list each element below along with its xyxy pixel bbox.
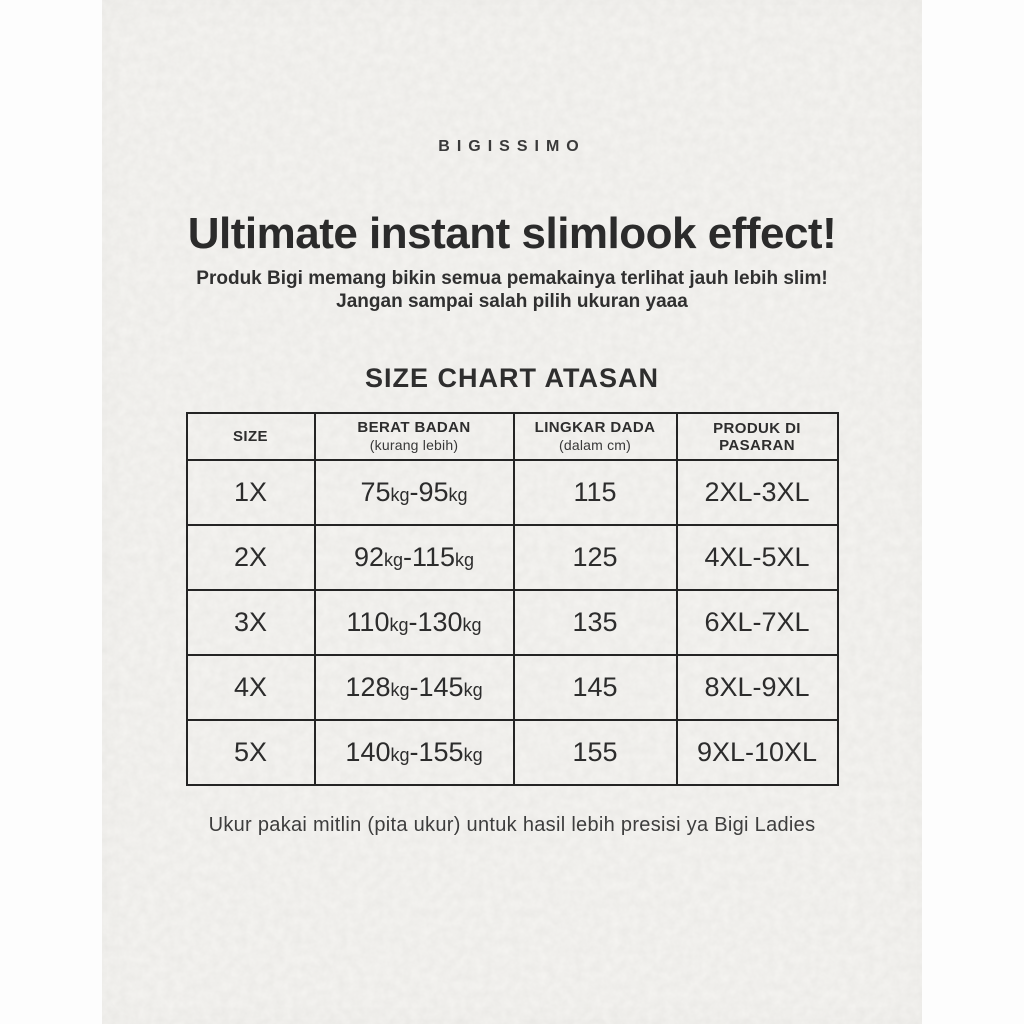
subtitle-line-1: Produk Bigi memang bikin semua pemakainy… [196, 268, 828, 289]
cell-market: 6XL-7XL [675, 589, 839, 656]
weight-to: 130 [417, 607, 463, 637]
range-separator: - [408, 607, 418, 637]
table-header-row: SIZE BERAT BADAN (kurang lebih) LINGKAR … [185, 412, 839, 461]
column-header-chest-label: LINGKAR DADA [534, 419, 656, 436]
headline: Ultimate instant slimlook effect! [187, 209, 837, 258]
cell-market: 9XL-10XL [675, 719, 839, 786]
cell-size: 1X [185, 459, 316, 526]
cell-chest: 115 [512, 459, 678, 526]
brand-logo-text: BIGISSIMO [438, 138, 586, 155]
weight-to: 115 [412, 542, 456, 572]
column-header-market-label: PRODUK DI PASARAN [713, 419, 801, 454]
weight-unit: kg [383, 550, 403, 570]
weight-unit: kg [390, 745, 410, 765]
weight-unit: kg [390, 680, 410, 700]
weight-from: 110 [346, 607, 390, 637]
table-row: 4X 128kg-145kg 145 8XL-9XL [185, 654, 839, 721]
table-row: 1X 75kg-95kg 115 2XL-3XL [185, 459, 839, 526]
weight-unit: kg [389, 615, 409, 635]
column-header-chest: LINGKAR DADA (dalam cm) [512, 412, 678, 461]
infographic-content: BIGISSIMO Ultimate instant slimlook effe… [102, 0, 922, 1024]
cell-size: 3X [185, 589, 316, 656]
weight-unit: kg [455, 550, 475, 570]
subtitle: Produk Bigi memang bikin semua pemakainy… [102, 267, 922, 313]
range-separator: - [409, 737, 419, 767]
weight-from: 128 [345, 672, 391, 702]
weight-from: 75 [360, 477, 391, 507]
cell-chest: 135 [512, 589, 678, 656]
column-header-market: PRODUK DI PASARAN [675, 412, 839, 461]
column-header-weight-sublabel: (kurang lebih) [369, 437, 459, 453]
cell-size: 2X [185, 524, 316, 591]
weight-from: 140 [345, 737, 391, 767]
cell-chest: 145 [512, 654, 678, 721]
cell-weight: 75kg-95kg [313, 459, 515, 526]
measurement-note: Ukur pakai mitlin (pita ukur) untuk hasi… [208, 814, 816, 836]
cell-weight: 110kg-130kg [313, 589, 515, 656]
table-row: 2X 92kg-115kg 125 4XL-5XL [185, 524, 839, 591]
table-row: 5X 140kg-155kg 155 9XL-10XL [185, 719, 839, 786]
weight-unit: kg [463, 745, 483, 765]
range-separator: - [409, 672, 419, 702]
cell-weight: 128kg-145kg [313, 654, 515, 721]
range-separator: - [403, 542, 412, 572]
weight-unit: kg [390, 485, 410, 505]
table-row: 3X 110kg-130kg 135 6XL-7XL [185, 589, 839, 656]
cell-weight: 92kg-115kg [313, 524, 515, 591]
cell-size: 4X [185, 654, 316, 721]
column-header-chest-sublabel: (dalam cm) [558, 437, 631, 453]
column-header-weight-label: BERAT BADAN [357, 419, 471, 436]
paper-background: BIGISSIMO Ultimate instant slimlook effe… [102, 0, 922, 1024]
cell-market: 4XL-5XL [675, 524, 839, 591]
size-chart-table: SIZE BERAT BADAN (kurang lebih) LINGKAR … [185, 412, 839, 786]
weight-to: 145 [418, 672, 464, 702]
cell-market: 2XL-3XL [675, 459, 839, 526]
column-header-size: SIZE [185, 412, 316, 461]
weight-unit: kg [462, 615, 482, 635]
cell-chest: 125 [512, 524, 678, 591]
cell-market: 8XL-9XL [675, 654, 839, 721]
subtitle-line-2: Jangan sampai salah pilih ukuran yaaa [336, 291, 688, 312]
size-chart-title: SIZE CHART ATASAN [365, 363, 659, 393]
weight-to: 155 [418, 737, 464, 767]
column-header-size-label: SIZE [233, 428, 268, 445]
range-separator: - [409, 477, 419, 507]
column-header-weight: BERAT BADAN (kurang lebih) [313, 412, 515, 461]
weight-from: 92 [353, 542, 384, 572]
cell-weight: 140kg-155kg [313, 719, 515, 786]
weight-unit: kg [463, 680, 483, 700]
cell-chest: 155 [512, 719, 678, 786]
weight-unit: kg [448, 485, 468, 505]
cell-size: 5X [185, 719, 316, 786]
weight-to: 95 [418, 477, 449, 507]
